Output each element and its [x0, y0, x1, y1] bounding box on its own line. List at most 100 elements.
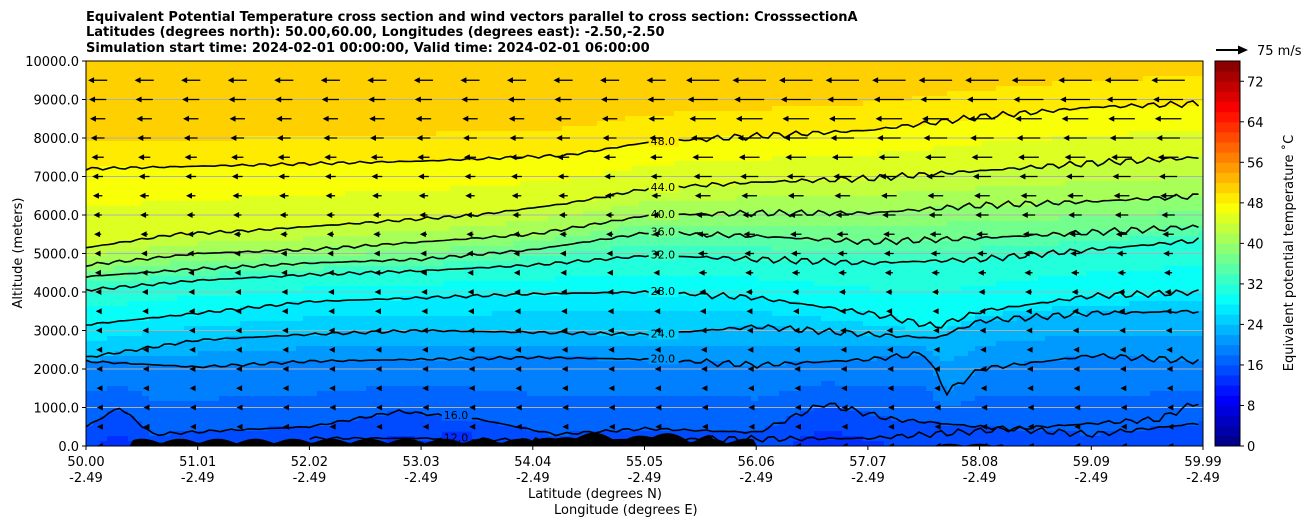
theta-cell	[352, 376, 360, 382]
theta-cell	[506, 401, 514, 407]
theta-cell	[366, 91, 374, 97]
theta-cell	[268, 136, 276, 142]
theta-cell	[100, 396, 108, 402]
theta-cell	[289, 341, 297, 347]
theta-cell	[198, 221, 206, 227]
theta-cell	[254, 241, 262, 247]
theta-cell	[492, 401, 500, 407]
theta-cell	[338, 321, 346, 327]
theta-cell	[492, 341, 500, 347]
theta-cell	[247, 341, 255, 347]
theta-cell	[128, 91, 136, 97]
theta-cell	[485, 396, 493, 402]
theta-cell	[296, 351, 304, 357]
theta-cell	[401, 396, 409, 402]
theta-cell	[331, 101, 339, 107]
theta-cell	[394, 401, 402, 407]
theta-cell	[387, 146, 395, 152]
theta-cell	[436, 421, 444, 427]
theta-cell	[338, 131, 346, 137]
theta-cell	[513, 361, 521, 367]
theta-cell	[457, 186, 465, 192]
theta-cell	[394, 351, 402, 357]
theta-cell	[163, 156, 171, 162]
theta-cell	[310, 416, 318, 422]
theta-cell	[527, 391, 535, 397]
theta-cell	[296, 221, 304, 227]
theta-cell	[471, 321, 479, 327]
theta-cell	[121, 311, 129, 317]
theta-cell	[275, 206, 283, 212]
theta-cell	[156, 396, 164, 402]
theta-cell	[303, 236, 311, 242]
theta-cell	[352, 106, 360, 112]
theta-cell	[212, 376, 220, 382]
theta-cell	[485, 311, 493, 317]
theta-cell	[408, 316, 416, 322]
theta-cell	[226, 261, 234, 267]
theta-cell	[478, 401, 486, 407]
theta-cell	[324, 376, 332, 382]
theta-cell	[345, 181, 353, 187]
theta-cell	[86, 376, 94, 382]
theta-cell	[198, 411, 206, 417]
theta-cell	[156, 156, 164, 162]
theta-cell	[121, 201, 129, 207]
theta-cell	[345, 191, 353, 197]
theta-cell	[513, 321, 521, 327]
theta-cell	[107, 206, 115, 212]
theta-cell	[527, 271, 535, 277]
theta-cell	[275, 186, 283, 192]
theta-cell	[142, 86, 150, 92]
theta-cell	[415, 236, 423, 242]
theta-cell	[142, 81, 150, 87]
theta-cell	[107, 381, 115, 387]
theta-cell	[121, 231, 129, 237]
theta-cell	[527, 296, 535, 302]
theta-cell	[471, 261, 479, 267]
theta-cell	[324, 86, 332, 92]
theta-cell	[303, 286, 311, 292]
theta-cell	[366, 391, 374, 397]
theta-cell	[170, 411, 178, 417]
theta-cell	[212, 146, 220, 152]
theta-cell	[93, 86, 101, 92]
theta-cell	[226, 181, 234, 187]
theta-cell	[107, 121, 115, 127]
theta-cell	[149, 216, 157, 222]
theta-cell	[247, 101, 255, 107]
theta-cell	[317, 191, 325, 197]
theta-cell	[107, 196, 115, 202]
theta-cell	[429, 301, 437, 307]
theta-cell	[233, 321, 241, 327]
theta-cell	[303, 376, 311, 382]
theta-cell	[191, 106, 199, 112]
theta-cell	[198, 121, 206, 127]
theta-cell	[485, 146, 493, 152]
theta-cell	[310, 191, 318, 197]
theta-cell	[401, 416, 409, 422]
theta-cell	[380, 136, 388, 142]
theta-cell	[86, 301, 94, 307]
theta-cell	[499, 101, 507, 107]
theta-cell	[289, 371, 297, 377]
theta-cell	[289, 296, 297, 302]
theta-cell	[310, 276, 318, 282]
theta-cell	[247, 411, 255, 417]
theta-cell	[233, 356, 241, 362]
theta-cell	[184, 111, 192, 117]
theta-cell	[520, 296, 528, 302]
theta-cell	[254, 231, 262, 237]
theta-cell	[135, 111, 143, 117]
theta-cell	[177, 216, 185, 222]
theta-cell	[233, 186, 241, 192]
theta-cell	[170, 376, 178, 382]
theta-cell	[464, 181, 472, 187]
theta-cell	[289, 346, 297, 352]
theta-cell	[149, 71, 157, 77]
theta-cell	[436, 246, 444, 252]
theta-cell	[163, 106, 171, 112]
theta-cell	[121, 96, 129, 102]
theta-cell	[219, 381, 227, 387]
theta-cell	[212, 406, 220, 412]
